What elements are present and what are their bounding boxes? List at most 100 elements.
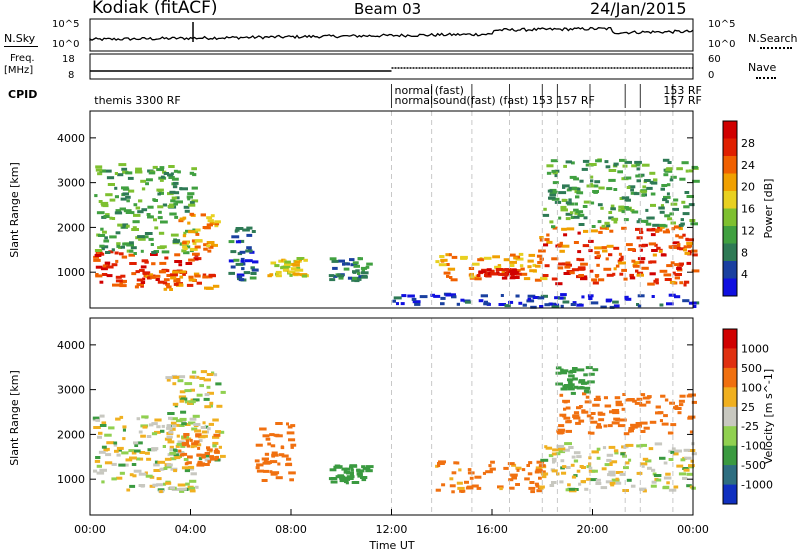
power-cells-cell [207,249,212,253]
velocity-cells-cell [663,476,672,480]
velocity-cells-cell [560,368,564,372]
power-cells-cell [577,231,581,235]
power-cells-cell [546,233,550,237]
power-cells-cell [192,173,197,177]
power-cells-cell [241,267,245,271]
power-cells-cell [360,266,368,270]
power-cells-cell [605,227,609,230]
power-cells-cell [148,171,156,175]
power-cells-cell [143,274,147,278]
power-cells-cell [130,246,137,250]
velocity-cells-cell [534,482,539,486]
velocity-cells-cell [270,472,278,476]
velocity-cells-cell [94,459,101,463]
power-cells-cell [234,229,238,233]
cbar-swatch-9 [723,278,737,297]
power-cells-cell [688,203,695,207]
velocity-cells-cell [552,448,559,452]
velocity-cells-cell [600,486,608,490]
velocity-cells-cell [595,482,602,485]
power-cells-cell [282,268,287,272]
velocity-cells-cell [622,454,627,458]
velocity-cells-cell [615,403,624,407]
velocity-cells-cell [601,467,607,471]
power-cells-cell [207,219,214,223]
velocity-cells-cell [144,451,150,455]
cpid-segment-3: (fast) [435,84,464,97]
power-cells-cell [194,239,203,243]
power-cells-cell [606,244,614,248]
power-cells-cell [150,275,157,279]
power-cells-cell [605,257,609,261]
power-cells-cell [284,262,292,266]
power-cells-cell [515,257,524,261]
power-cells-cell [663,195,671,199]
power-cells-cell [625,207,631,211]
power-cells-cell [158,210,162,214]
power-cells-cell [150,253,158,256]
power-cells-cell [174,253,181,257]
power-cells-cell [171,177,179,181]
velocity-cells-cell [278,453,285,457]
nave-tick-bottom: 0 [708,70,715,81]
power-cells-cell [104,169,112,173]
power-cells-cell [98,200,103,203]
power-cells-cell [519,264,524,268]
freq-tick-bottom: 8 [68,70,75,81]
velocity-cells-cell [596,423,602,427]
power-cells-cell [147,205,154,209]
velocity-cells-cell [490,460,495,464]
velocity-cells-cell [584,487,589,491]
velocity-cells-cell [138,472,147,476]
power-cells-cell [559,249,565,253]
velocity-cells-cell [199,384,204,388]
velocity-cells-cell [197,446,201,450]
power-cells-cell [94,254,102,257]
velocity-cells-cell [634,401,643,405]
power-cells-cell [331,259,339,263]
velocity-cells-cell [125,458,133,462]
power-cells-cell [542,213,550,217]
velocity-cells-cell [116,446,124,450]
power-cells-cell [565,261,571,265]
velocity-cells-cell [145,474,153,478]
power-cells-cell [634,160,642,164]
power-cells-cell [342,262,346,266]
power-cells-cell [501,271,506,274]
power-cells-cell [576,303,584,307]
velocity-cells-cell [580,480,586,484]
power-cells-cell [503,258,510,262]
power-cells-cell [101,247,105,251]
power-cells-cell [172,185,178,189]
power-cells-cell [186,195,193,199]
velocity-cells-cell [581,409,586,413]
velocity-cells-cell [579,405,583,408]
velocity-cells-cell [262,434,270,438]
velocity-cells-cell [330,477,338,480]
velocity-cells-cell [168,416,173,420]
power-cells-cell [183,205,190,209]
power-cells-cell [179,217,185,221]
velocity-cells-cell [204,393,210,397]
power-cells-cell [188,278,196,282]
power-cells-cell [414,302,421,306]
power-cells-cell [606,273,614,277]
velocity-cells-cell [515,483,520,486]
power-cells-cell [235,240,242,244]
power-cells-cell [114,251,119,255]
power-cells-cell [601,224,606,228]
velocity-cells-cell [628,429,632,433]
power-cells-cell [571,161,575,165]
power-cells-cell [603,267,612,271]
power-cells-cell [560,208,568,212]
power-cells-cell [594,251,600,255]
power-cells-cell [619,197,624,200]
cpid-label: CPID [8,88,38,101]
noise-left-tick-bottom: 10^0 [52,39,80,50]
power-cells-cell [583,200,592,204]
power-cells-cell [245,259,253,263]
power-cells-cell [658,249,663,253]
velocity-cells-cell [540,472,549,476]
power-cells-cell [629,273,634,277]
velocity-cells-cell [538,485,545,489]
